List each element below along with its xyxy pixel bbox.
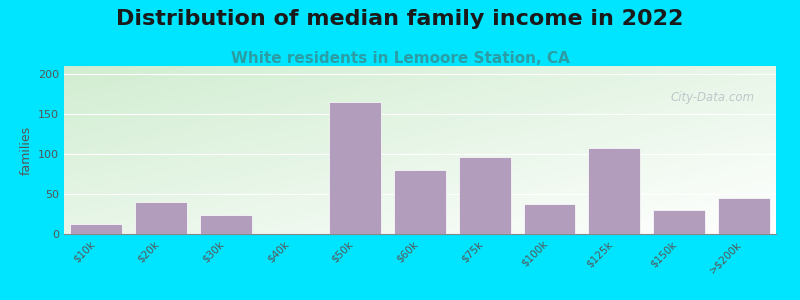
Bar — [135, 202, 187, 234]
Y-axis label: families: families — [19, 125, 33, 175]
Bar — [588, 148, 640, 234]
Bar — [523, 204, 575, 234]
Bar — [70, 224, 122, 234]
Text: Distribution of median family income in 2022: Distribution of median family income in … — [116, 9, 684, 29]
Text: City-Data.com: City-Data.com — [670, 91, 754, 104]
Bar — [459, 157, 510, 234]
Bar — [200, 215, 252, 234]
Bar — [394, 170, 446, 234]
Bar — [653, 210, 705, 234]
Bar — [718, 198, 770, 234]
Text: White residents in Lemoore Station, CA: White residents in Lemoore Station, CA — [230, 51, 570, 66]
Bar — [330, 102, 381, 234]
